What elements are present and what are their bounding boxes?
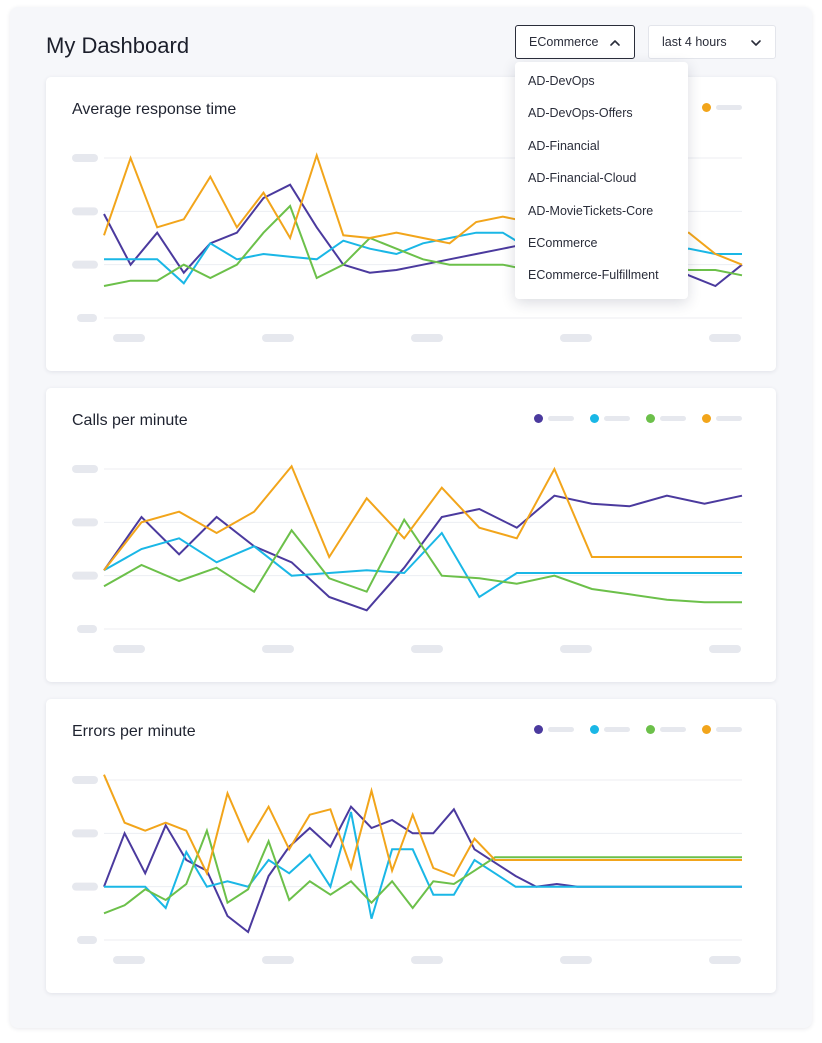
y-tick-label-placeholder <box>72 518 98 527</box>
x-tick-label-placeholder <box>411 956 443 964</box>
legend-label-placeholder <box>604 416 630 421</box>
legend-dot <box>534 725 543 734</box>
legend-label-placeholder <box>660 727 686 732</box>
x-tick-label-placeholder <box>411 334 443 342</box>
legend-label-placeholder <box>548 416 574 421</box>
dropdown-option-ad-movietickets-core[interactable]: AD-MovieTickets-Core <box>528 203 654 218</box>
x-tick-label-placeholder <box>560 645 592 653</box>
dashboard-page: My Dashboard ECommerce last 4 hours AD-D… <box>10 7 812 1028</box>
legend-item <box>646 414 686 423</box>
x-tick-label-placeholder <box>262 645 294 653</box>
legend-item <box>534 414 574 423</box>
x-tick-label-placeholder <box>262 956 294 964</box>
application-dropdown-menu: AD-DevOps AD-DevOps-Offers AD-Financial … <box>515 62 688 299</box>
card-title: Errors per minute <box>72 723 196 740</box>
dropdown-option-ecommerce[interactable]: ECommerce <box>528 235 598 250</box>
series-line <box>103 494 743 612</box>
chevron-up-icon <box>610 40 620 46</box>
x-tick-label-placeholder <box>411 645 443 653</box>
chart-legend <box>534 414 742 423</box>
x-tick-label-placeholder <box>709 334 741 342</box>
errors-per-minute-chart <box>72 774 742 964</box>
dropdown-option-ad-financial-cloud[interactable]: AD-Financial-Cloud <box>528 171 637 186</box>
x-tick-label-placeholder <box>709 956 741 964</box>
application-select[interactable]: ECommerce <box>515 25 635 59</box>
y-tick-label-placeholder <box>77 625 97 633</box>
y-tick-label-placeholder <box>72 260 98 269</box>
x-tick-label-placeholder <box>113 334 145 342</box>
dropdown-option-ad-devops[interactable]: AD-DevOps <box>528 74 595 88</box>
dropdown-option-ad-devops-offers[interactable]: AD-DevOps-Offers <box>528 106 633 121</box>
chart-legend <box>534 725 742 734</box>
calls-per-minute-card: Calls per minute <box>46 388 776 682</box>
series-line <box>103 464 742 571</box>
legend-item <box>702 103 742 112</box>
y-tick-label-placeholder <box>72 776 98 784</box>
y-tick-label-placeholder <box>72 829 98 838</box>
legend-label-placeholder <box>604 727 630 732</box>
x-tick-label-placeholder <box>113 956 145 964</box>
dropdown-option-ecommerce-fulfillment[interactable]: ECommerce-Fulfillment <box>528 268 659 283</box>
legend-item <box>590 725 630 734</box>
card-title: Calls per minute <box>72 412 188 429</box>
legend-label-placeholder <box>716 105 742 110</box>
legend-item <box>590 414 630 423</box>
y-tick-label-placeholder <box>77 936 97 944</box>
time-range-select-value: last 4 hours <box>662 35 727 49</box>
legend-dot <box>702 414 711 423</box>
y-tick-label-placeholder <box>72 465 98 473</box>
time-range-select[interactable]: last 4 hours <box>648 25 776 59</box>
series-line <box>103 827 742 915</box>
legend-dot <box>590 725 599 734</box>
card-title: Average response time <box>72 101 237 118</box>
x-tick-label-placeholder <box>560 956 592 964</box>
legend-dot <box>534 414 543 423</box>
legend-label-placeholder <box>716 416 742 421</box>
legend-dot <box>702 103 711 112</box>
y-tick-label-placeholder <box>72 207 98 216</box>
x-tick-label-placeholder <box>560 334 592 342</box>
y-tick-label-placeholder <box>77 314 97 322</box>
legend-label-placeholder <box>716 727 742 732</box>
x-tick-label-placeholder <box>113 645 145 653</box>
calls-per-minute-chart <box>72 464 743 653</box>
dropdown-option-ad-financial[interactable]: AD-Financial <box>528 138 600 153</box>
legend-label-placeholder <box>660 416 686 421</box>
chevron-down-icon <box>751 40 761 46</box>
series-line <box>103 531 742 599</box>
legend-dot <box>646 725 655 734</box>
series-line <box>103 774 742 878</box>
legend-item <box>534 725 574 734</box>
legend-item <box>702 725 742 734</box>
y-tick-label-placeholder <box>72 154 98 162</box>
legend-dot <box>702 725 711 734</box>
legend-label-placeholder <box>548 727 574 732</box>
series-line <box>103 804 742 934</box>
legend-dot <box>646 414 655 423</box>
y-tick-label-placeholder <box>72 571 98 580</box>
chart-legend <box>702 103 742 112</box>
x-tick-label-placeholder <box>709 645 741 653</box>
legend-dot <box>590 414 599 423</box>
series-line <box>103 517 742 604</box>
errors-per-minute-card: Errors per minute <box>46 699 776 993</box>
application-select-value: ECommerce <box>529 35 599 49</box>
y-tick-label-placeholder <box>72 882 98 891</box>
page-title: My Dashboard <box>46 33 190 58</box>
legend-item <box>646 725 686 734</box>
x-tick-label-placeholder <box>262 334 294 342</box>
legend-item <box>702 414 742 423</box>
series-line <box>104 811 742 919</box>
